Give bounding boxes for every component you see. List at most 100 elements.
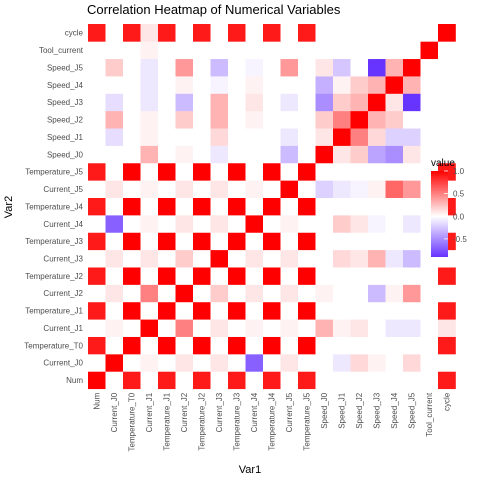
cell-speed-j0-speed-j1 xyxy=(315,128,334,146)
cell-num-temperature-j4 xyxy=(88,197,106,216)
cell-speed-j0-current-j4 xyxy=(315,215,334,233)
x-tick-speed-j4: Speed_J4 xyxy=(390,392,399,429)
cell-speed-j4-current-j0 xyxy=(385,354,404,372)
cell-current-j4-current-j1 xyxy=(245,319,264,337)
cell-speed-j0-speed-j5 xyxy=(315,58,334,77)
cell-temperature-j4-temperature-t0 xyxy=(263,336,281,355)
cell-temperature-t0-temperature-j5 xyxy=(123,162,141,181)
cell-current-j0-current-j5 xyxy=(105,180,124,198)
cell-speed-j3-current-j2 xyxy=(368,284,386,303)
color-legend: value 1.0 0.5 0.0 -0.5 xyxy=(431,158,467,257)
cell-temperature-j5-temperature-j4 xyxy=(298,197,316,216)
cell-num-current-j3 xyxy=(88,249,106,268)
cell-current-j2-tool-current xyxy=(175,41,194,60)
cell-current-j5-temperature-j5 xyxy=(280,162,299,181)
cell-temperature-j3-temperature-j5 xyxy=(228,162,246,181)
cell-speed-j2-temperature-t0 xyxy=(350,336,369,355)
cell-current-j5-current-j2 xyxy=(280,284,299,303)
cell-speed-j4-temperature-j3 xyxy=(385,232,404,251)
cell-temperature-t0-temperature-j3 xyxy=(123,232,141,251)
cell-current-j4-temperature-j1 xyxy=(245,301,264,320)
cell-speed-j1-speed-j4 xyxy=(333,76,351,94)
cell-speed-j2-temperature-j2 xyxy=(350,267,369,285)
cell-speed-j2-cycle xyxy=(350,24,369,42)
cell-current-j5-current-j1 xyxy=(280,319,299,337)
y-tick-current-j5: Current_J5 xyxy=(43,185,83,194)
cell-current-j2-current-j1 xyxy=(175,319,194,337)
cell-temperature-j2-speed-j1 xyxy=(193,128,211,146)
cell-speed-j4-current-j1 xyxy=(385,319,404,337)
cell-temperature-j2-temperature-t0 xyxy=(193,336,211,355)
cell-temperature-j3-speed-j0 xyxy=(228,145,246,164)
cell-temperature-j5-speed-j2 xyxy=(298,110,316,129)
cell-current-j0-temperature-j5 xyxy=(105,162,124,181)
cell-temperature-t0-speed-j2 xyxy=(123,110,141,129)
cell-current-j0-speed-j1 xyxy=(105,128,124,146)
cell-speed-j5-cycle xyxy=(403,24,421,42)
x-tick-num: Num xyxy=(93,392,102,409)
cell-temperature-j5-speed-j4 xyxy=(298,76,316,94)
cell-current-j0-speed-j4 xyxy=(105,76,124,94)
y-tick-temperature-t0: Temperature_T0 xyxy=(24,341,83,350)
cell-tool-current-current-j2 xyxy=(420,284,439,303)
cell-temperature-j1-current-j5 xyxy=(158,180,176,198)
cell-speed-j0-tool-current xyxy=(315,41,334,60)
cell-current-j5-current-j0 xyxy=(280,354,299,372)
cell-speed-j1-speed-j0 xyxy=(333,145,351,164)
cell-speed-j5-speed-j5 xyxy=(403,58,421,77)
cell-num-num xyxy=(88,371,106,390)
cell-tool-current-speed-j4 xyxy=(420,76,439,94)
cell-temperature-j1-temperature-j5 xyxy=(158,162,176,181)
x-tick-current-j2: Current_J2 xyxy=(180,392,189,432)
cell-num-speed-j5 xyxy=(88,58,106,77)
cell-num-temperature-j3 xyxy=(88,232,106,251)
cell-current-j2-temperature-j4 xyxy=(175,197,194,216)
cell-current-j0-temperature-j1 xyxy=(105,301,124,320)
cell-num-speed-j4 xyxy=(88,76,106,94)
y-tick-current-j2: Current_J2 xyxy=(43,289,83,298)
cell-current-j5-num xyxy=(280,371,299,390)
legend-tick-label: 1.0 xyxy=(453,167,465,176)
cell-speed-j5-speed-j4 xyxy=(403,76,421,94)
cell-temperature-j1-tool-current xyxy=(158,41,176,60)
cell-cycle-current-j0 xyxy=(438,354,456,372)
x-tick-current-j4: Current_J4 xyxy=(250,392,259,432)
cell-speed-j2-tool-current xyxy=(350,41,369,60)
cell-cycle-speed-j5 xyxy=(438,58,456,77)
cell-speed-j0-speed-j0 xyxy=(315,145,334,164)
cell-speed-j2-temperature-j5 xyxy=(350,162,369,181)
cell-speed-j2-current-j4 xyxy=(350,215,369,233)
cell-temperature-j3-current-j2 xyxy=(228,284,246,303)
cell-temperature-j2-temperature-j1 xyxy=(193,301,211,320)
y-tick-temperature-j1: Temperature_J1 xyxy=(25,307,83,316)
cell-speed-j2-speed-j2 xyxy=(350,110,369,129)
cell-temperature-j5-speed-j5 xyxy=(298,58,316,77)
cell-temperature-t0-current-j5 xyxy=(123,180,141,198)
x-tick-speed-j2: Speed_J2 xyxy=(355,392,364,429)
cell-speed-j3-speed-j5 xyxy=(368,58,386,77)
cell-speed-j4-speed-j1 xyxy=(385,128,404,146)
cell-temperature-j2-current-j2 xyxy=(193,284,211,303)
cell-speed-j0-current-j0 xyxy=(315,354,334,372)
cell-speed-j3-temperature-j2 xyxy=(368,267,386,285)
cell-current-j1-speed-j0 xyxy=(140,145,159,164)
cell-speed-j5-temperature-j2 xyxy=(403,267,421,285)
y-axis-title: Var2 xyxy=(3,196,15,218)
cell-temperature-j5-current-j3 xyxy=(298,249,316,268)
cell-temperature-j4-speed-j4 xyxy=(263,76,281,94)
cell-tool-current-speed-j0 xyxy=(420,145,439,164)
cell-current-j3-current-j2 xyxy=(210,284,229,303)
cell-current-j5-temperature-t0 xyxy=(280,336,299,355)
cell-speed-j1-current-j4 xyxy=(333,215,351,233)
cell-temperature-j1-speed-j5 xyxy=(158,58,176,77)
cell-current-j0-speed-j2 xyxy=(105,110,124,129)
cell-temperature-j1-current-j4 xyxy=(158,215,176,233)
cell-current-j0-current-j0 xyxy=(105,354,124,372)
cell-temperature-j4-temperature-j4 xyxy=(263,197,281,216)
cell-temperature-j5-current-j2 xyxy=(298,284,316,303)
cell-temperature-j2-temperature-j5 xyxy=(193,162,211,181)
y-tick-speed-j1: Speed_J1 xyxy=(47,133,84,142)
cell-cycle-current-j1 xyxy=(438,319,456,337)
cell-speed-j1-speed-j1 xyxy=(333,128,351,146)
cell-temperature-j5-temperature-j5 xyxy=(298,162,316,181)
